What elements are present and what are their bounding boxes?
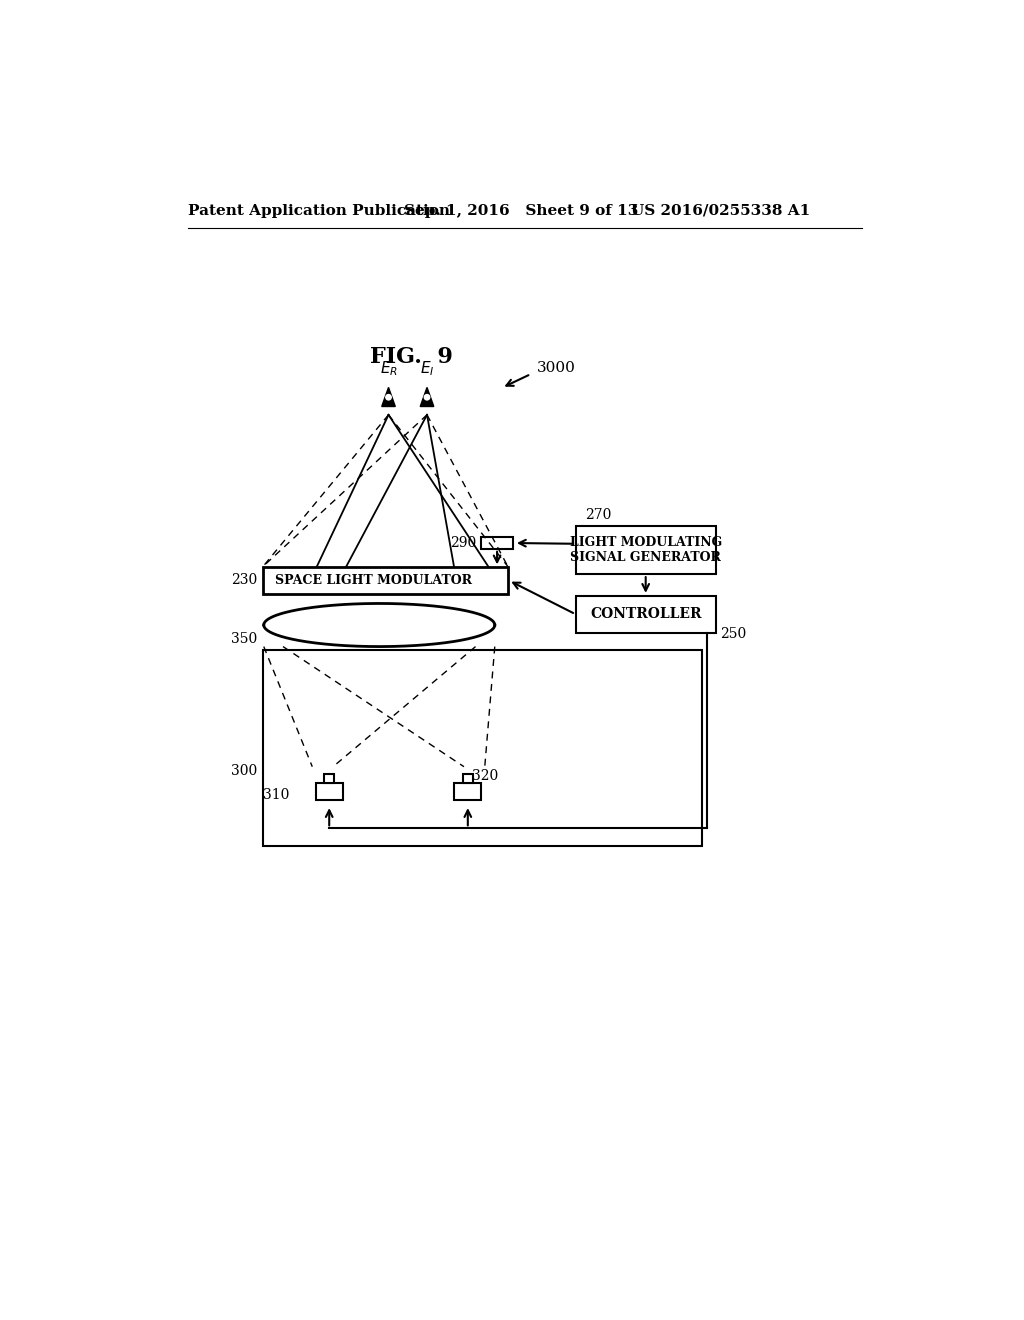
Text: 320: 320 (472, 770, 499, 783)
Bar (263, 566, 508, 594)
Bar (463, 774, 473, 783)
Bar (263, 649, 701, 846)
Text: 250: 250 (720, 627, 746, 642)
Text: Sep. 1, 2016   Sheet 9 of 13: Sep. 1, 2016 Sheet 9 of 13 (403, 203, 638, 218)
Polygon shape (382, 387, 395, 407)
Text: SPACE LIGHT MODULATOR: SPACE LIGHT MODULATOR (275, 574, 472, 587)
Text: Patent Application Publication: Patent Application Publication (188, 203, 451, 218)
Text: $E_R$: $E_R$ (380, 359, 397, 378)
Text: $E_I$: $E_I$ (420, 359, 434, 378)
Text: 310: 310 (263, 788, 289, 803)
Bar (325, 774, 334, 783)
Circle shape (386, 395, 391, 400)
Bar (575, 525, 716, 574)
Bar (455, 783, 481, 800)
Text: LIGHT MODULATING: LIGHT MODULATING (569, 536, 722, 549)
Text: CONTROLLER: CONTROLLER (590, 607, 701, 622)
Text: 300: 300 (230, 764, 257, 779)
Text: SIGNAL GENERATOR: SIGNAL GENERATOR (570, 552, 721, 564)
Text: US 2016/0255338 A1: US 2016/0255338 A1 (631, 203, 810, 218)
Text: 290: 290 (450, 536, 476, 550)
Text: 230: 230 (230, 573, 257, 587)
Bar (315, 783, 343, 800)
Circle shape (424, 395, 430, 400)
Text: 270: 270 (585, 508, 611, 521)
Bar (481, 537, 513, 549)
Text: 3000: 3000 (538, 360, 575, 375)
Polygon shape (420, 387, 434, 407)
Text: 350: 350 (230, 632, 257, 645)
Bar (575, 595, 716, 632)
Text: FIG.  9: FIG. 9 (370, 346, 453, 368)
